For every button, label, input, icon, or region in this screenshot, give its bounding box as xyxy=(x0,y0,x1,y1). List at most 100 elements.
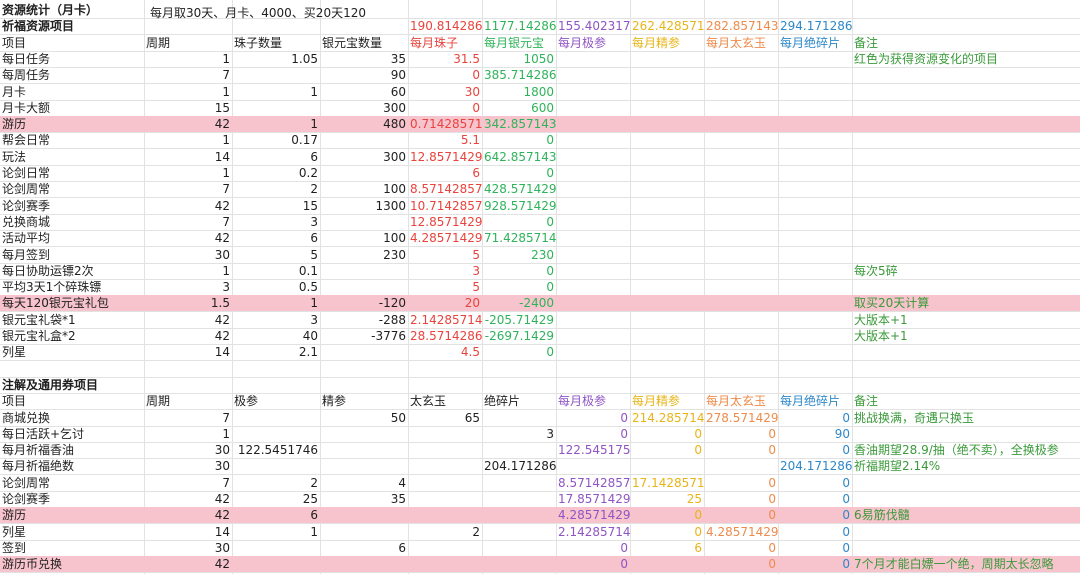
monthly-jing xyxy=(630,556,704,572)
monthly-jue: 0 xyxy=(842,557,850,571)
monthly-total: 282.857143 xyxy=(706,19,779,33)
voucher-row: 列星 14 1 2 2.14285714 0 4.28571429 0 xyxy=(0,524,1080,541)
silver-count: 230 xyxy=(383,248,406,262)
period: 1 xyxy=(222,133,230,147)
monthly-total: 1177.14286 xyxy=(484,19,557,33)
monthly-total: 190.814286 xyxy=(410,19,483,33)
monthly-ji: 0 xyxy=(620,541,628,555)
period: 7 xyxy=(222,476,230,490)
note: 每次5碎 xyxy=(854,264,898,278)
item-name: 每月签到 xyxy=(2,248,51,262)
monthly-beads: 0 xyxy=(472,68,480,82)
note xyxy=(852,198,1080,214)
period: 30 xyxy=(214,248,230,262)
monthly-ji: 17.8571429 xyxy=(558,492,631,506)
monthly-beads: 0 xyxy=(472,101,480,115)
period: 7 xyxy=(222,411,230,425)
item-name: 银元宝礼盒*2 xyxy=(2,329,76,343)
item-name: 每周任务 xyxy=(2,68,51,82)
column-header: 每月精参 xyxy=(632,394,681,408)
monthly-beads: 31.5 xyxy=(453,52,480,66)
beads-count: 0.5 xyxy=(298,280,318,294)
period: 1.5 xyxy=(210,296,230,310)
ji-count: 2 xyxy=(310,476,318,490)
grid-line xyxy=(778,0,779,574)
grid-line xyxy=(144,0,145,574)
grid-line xyxy=(232,0,233,574)
resource-row: 银元宝礼袋*1 42 3 -288 2.14285714 -205.71429 大版本+1 xyxy=(0,312,1080,329)
totals-row: 祈福资源项目 190.814286 1177.14286 155.402317 262.… xyxy=(0,18,1080,35)
note xyxy=(852,84,1080,100)
monthly-jing: 214.285714 xyxy=(632,411,705,425)
monthly-beads: 12.8571429 xyxy=(410,215,483,229)
voucher-row: 论剑赛季 42 25 35 17.8571429 25 0 0 xyxy=(0,491,1080,508)
note xyxy=(852,491,1080,507)
column-header: 每月精参 xyxy=(632,36,681,50)
monthly-silver: 0 xyxy=(546,280,554,294)
resource-row: 每月签到 30 5 230 5 230 xyxy=(0,247,1080,264)
silver-count: 100 xyxy=(383,231,406,245)
monthly-silver: 230 xyxy=(531,248,554,262)
monthly-jing: 17.1428571 xyxy=(632,476,705,490)
voucher-row: 每月祈福香油 30 122.5451746 122.545175 0 0 0 香油期望28.9… xyxy=(0,442,1080,459)
silver-count: 100 xyxy=(383,182,406,196)
voucher-row: 论剑周常 7 2 4 8.57142857 17.1428571 0 0 xyxy=(0,475,1080,492)
monthly-beads: 5 xyxy=(472,280,480,294)
jing-count xyxy=(320,426,408,442)
period: 7 xyxy=(222,215,230,229)
period: 7 xyxy=(222,68,230,82)
monthly-jue: 0 xyxy=(842,525,850,539)
column-header: 太玄玉 xyxy=(410,394,447,408)
resource-row: 游历 42 1 480 0.71428571 342.857143 xyxy=(0,116,1080,133)
tai-count: 2 xyxy=(472,525,480,539)
monthly-jue: 0 xyxy=(842,411,850,425)
monthly-tai xyxy=(704,458,778,474)
jing-count xyxy=(320,556,408,572)
monthly-beads: 30 xyxy=(464,85,480,99)
note xyxy=(852,67,1080,83)
monthly-beads: 0.71428571 xyxy=(410,117,483,131)
item-name: 银元宝礼袋*1 xyxy=(2,313,76,327)
column-header: 每月极参 xyxy=(558,394,607,408)
item-name: 每月祈福绝数 xyxy=(2,459,75,473)
silver-count: 480 xyxy=(383,117,406,131)
beads-count: 0.1 xyxy=(298,264,318,278)
resource-row: 平均3天1个碎珠镖 3 0.5 5 0 xyxy=(0,279,1080,296)
resource-row: 每日协助运镖2次 1 0.1 3 0 每次5碎 xyxy=(0,263,1080,280)
column-header: 周期 xyxy=(146,36,171,50)
beads-count: 6 xyxy=(310,150,318,164)
voucher-row: 签到 30 6 0 6 0 0 xyxy=(0,540,1080,557)
period: 42 xyxy=(214,117,230,131)
beads-count: 15 xyxy=(302,199,318,213)
column-header: 每月珠子 xyxy=(410,36,459,50)
tai-count xyxy=(408,442,482,458)
resource-row: 银元宝礼盒*2 42 40 -3776 28.5714286 -2697.1429 大版本+… xyxy=(0,328,1080,345)
resource-row: 月卡 1 1 60 30 1800 xyxy=(0,84,1080,101)
item-name: 帮会日常 xyxy=(2,133,51,147)
column-header: 每月极参 xyxy=(558,36,607,50)
resource-row: 论剑周常 7 2 100 8.57142857 428.571429 xyxy=(0,181,1080,198)
note: 大版本+1 xyxy=(854,313,908,327)
item-name: 每天120银元宝礼包 xyxy=(2,296,109,310)
period: 42 xyxy=(214,199,230,213)
column-header: 每月绝碎片 xyxy=(780,36,841,50)
monthly-jue: 0 xyxy=(842,492,850,506)
monthly-total: 155.402317 xyxy=(558,19,631,33)
silver-count: 60 xyxy=(390,85,406,99)
jing-count xyxy=(320,524,408,540)
ji-count xyxy=(232,540,320,556)
monthly-beads: 10.7142857 xyxy=(410,199,483,213)
monthly-jue: 0 xyxy=(842,476,850,490)
monthly-silver: 0 xyxy=(546,345,554,359)
monthly-jing: 25 xyxy=(686,492,702,506)
item-name: 游历币兑换 xyxy=(2,557,63,571)
monthly-jue: 0 xyxy=(842,508,850,522)
resource-row: 帮会日常 1 0.17 5.1 0 xyxy=(0,132,1080,149)
resource-row: 论剑赛季 42 15 1300 10.7142857 928.571429 xyxy=(0,198,1080,215)
grid-line xyxy=(704,0,705,574)
item-name: 论剑日常 xyxy=(2,166,51,180)
tai-count xyxy=(408,426,482,442)
note: 挑战换满，奇遇只换玉 xyxy=(854,411,975,425)
beads-count: 5 xyxy=(310,248,318,262)
monthly-silver: 0 xyxy=(546,215,554,229)
